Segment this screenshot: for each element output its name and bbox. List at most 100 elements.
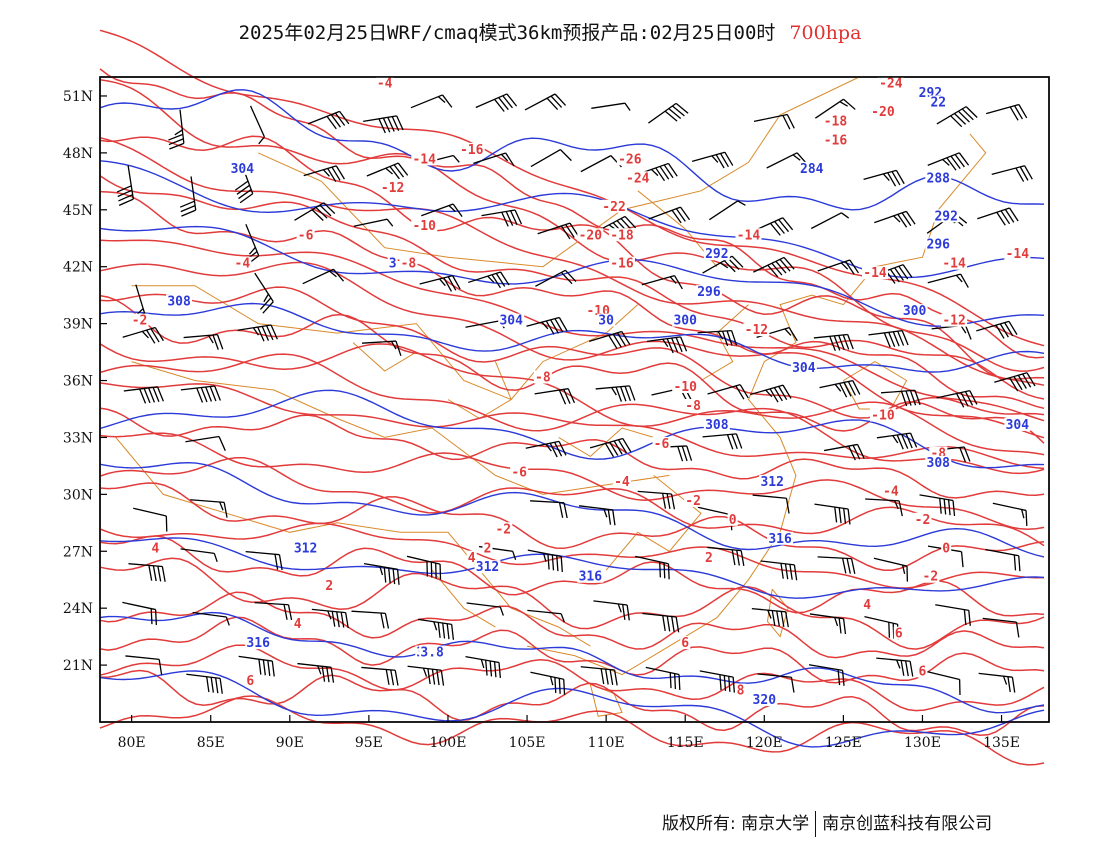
wind-barb (530, 671, 566, 695)
wind-barb (366, 162, 409, 180)
wind-barb (180, 548, 218, 563)
wind-barb (753, 113, 795, 130)
temperature-label-bg (577, 228, 604, 242)
temperature-label-bg (703, 550, 714, 564)
height-contour (99, 389, 1045, 469)
wind-barb (868, 329, 909, 348)
temperature-contour (99, 557, 1045, 650)
temperature-label: -14 (412, 152, 436, 167)
height-contour (99, 89, 1045, 211)
height-label-bg (901, 304, 928, 318)
lon-tick-label: 130E (904, 735, 941, 751)
boundary-line (431, 569, 496, 628)
wind-barb (185, 435, 226, 451)
map-border (99, 76, 1050, 723)
wind-barb (817, 259, 860, 275)
height-label: 308 (927, 456, 951, 471)
title-pressure-level: 700hpa (789, 22, 862, 44)
temperature-label: -2 (923, 570, 939, 585)
temperature-label-bg (862, 598, 873, 612)
temperature-contour (99, 79, 1045, 372)
temperature-label-bg (684, 493, 703, 507)
temperature-contour (99, 482, 1045, 571)
wind-barb (876, 432, 918, 450)
temperature-contour (99, 382, 1045, 470)
wind-barb (991, 165, 1033, 182)
wind-barb (935, 604, 971, 626)
temperature-label-bg (533, 370, 552, 384)
copyright-separator (815, 811, 817, 837)
temperature-label-bg (743, 323, 770, 337)
temperature-label-bg (233, 256, 252, 270)
temperature-label: -4 (377, 76, 393, 91)
temperature-label: -16 (460, 143, 484, 158)
wind-barb (813, 333, 854, 352)
wind-barb (245, 550, 283, 571)
temperature-label-bg (130, 313, 149, 327)
temperature-label-bg (893, 626, 904, 640)
temperature-label: -6 (654, 437, 670, 452)
wind-barb (637, 490, 676, 510)
temperature-label: 6 (919, 665, 927, 680)
height-label: 304 (792, 361, 816, 376)
temperature-label: 4 (294, 617, 302, 632)
height-label: 304 (499, 314, 523, 329)
wind-barb (125, 655, 163, 675)
wind-barb (810, 212, 850, 230)
temperature-label-bg (822, 133, 849, 147)
temperature-label: -14 (942, 257, 966, 272)
temperature-label-bg (379, 180, 406, 194)
wind-barb (978, 672, 1016, 693)
lon-tick-label: 115E (667, 735, 704, 751)
wind-barb (588, 330, 631, 349)
wind-barb (919, 494, 956, 517)
temperature-label: -18 (824, 114, 848, 129)
height-label-bg (577, 569, 604, 583)
boundary-line (131, 361, 670, 495)
temperature-label: -10 (412, 219, 436, 234)
wind-barb (589, 437, 632, 458)
temperature-contour (99, 175, 1045, 400)
temperature-label-bg (869, 104, 896, 118)
height-label: 300 (673, 314, 697, 329)
temperature-contour (99, 239, 1045, 422)
temperature-label-bg (292, 617, 303, 631)
boundary-lines (115, 76, 987, 717)
wind-barb (645, 666, 681, 691)
wind-barb (473, 152, 515, 167)
temperature-label: -24 (879, 76, 903, 91)
height-contour (99, 225, 1045, 327)
lat-tick-label: 30N (63, 487, 93, 503)
wind-barb (936, 390, 978, 408)
wind-barb (580, 666, 618, 686)
temperature-label-bg (296, 228, 315, 242)
temperature-label-bg (672, 380, 699, 394)
temperature-label: -2 (495, 522, 511, 537)
temperature-label-bg (458, 142, 485, 156)
copyright-notice: 版权所有: 南京大学 南京创蓝科技有限公司 (662, 809, 992, 837)
temperature-label: -8 (535, 371, 551, 386)
lat-tick-label: 36N (63, 374, 93, 390)
temperature-label-bg (1004, 247, 1031, 261)
title-main: 2025年02月25日WRF/cmaq模式36km预报产品:02月25日00时 (238, 22, 776, 44)
height-label: 30 (598, 314, 614, 329)
temperature-label: -8 (401, 257, 417, 272)
height-label-bg (925, 237, 952, 251)
temperature-label-bg (601, 199, 628, 213)
wind-barb (642, 612, 680, 633)
lat-tick-label: 48N (63, 146, 93, 162)
height-label: 288 (927, 171, 951, 186)
wind-barb (419, 274, 461, 292)
temperature-label-bg (913, 512, 932, 526)
height-label-bg (1004, 417, 1031, 431)
temperature-label-bg (324, 579, 335, 593)
temperature-label-bg (684, 398, 703, 412)
wind-barb (122, 601, 157, 626)
wind-barb (702, 433, 743, 450)
temperature-label-bg (941, 313, 968, 327)
temperature-contour (99, 136, 1045, 386)
wind-barb (481, 209, 523, 227)
temperature-label: -10 (871, 408, 895, 423)
temperature-label: -12 (381, 181, 404, 196)
height-label-bg (695, 285, 722, 299)
